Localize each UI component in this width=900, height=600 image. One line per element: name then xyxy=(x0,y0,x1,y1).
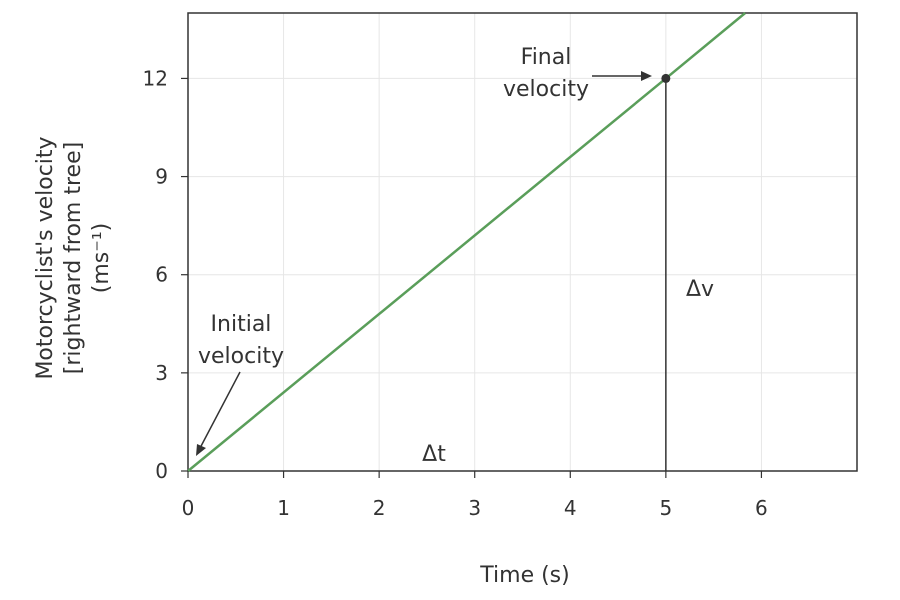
y-axis-title-line3: (ms⁻¹) xyxy=(89,223,114,294)
velocity-line xyxy=(187,12,746,472)
final-velocity-arrow xyxy=(592,71,652,81)
x-axis-title: Time (s) xyxy=(479,563,569,588)
final-velocity-point xyxy=(661,73,671,83)
x-tick-label: 3 xyxy=(468,496,481,520)
y-tick-label: 12 xyxy=(143,66,168,90)
x-tick-label: 6 xyxy=(755,496,768,520)
x-tick-label: 2 xyxy=(373,496,386,520)
initial-velocity-arrow xyxy=(196,371,241,456)
delta-t-label: Δt xyxy=(422,442,446,467)
y-axis-title-line1: Motorcyclist's velocity xyxy=(33,136,58,379)
x-tick-label: 1 xyxy=(277,496,290,520)
y-tick-label: 0 xyxy=(155,459,168,483)
x-tick-label: 0 xyxy=(182,496,195,520)
plot-frame xyxy=(187,12,858,472)
initial-velocity-label-line2: velocity xyxy=(198,344,284,369)
y-tick-label: 9 xyxy=(155,165,168,189)
y-tick-label: 3 xyxy=(155,361,168,385)
y-tick-label: 6 xyxy=(155,263,168,287)
x-tick-label: 4 xyxy=(564,496,577,520)
delta-v-label: Δv xyxy=(686,277,714,302)
series-layer xyxy=(187,12,746,472)
final-velocity-label-line1: Final xyxy=(521,45,572,70)
x-tick-label: 5 xyxy=(659,496,672,520)
initial-velocity-label-line1: Initial xyxy=(211,312,272,337)
y-axis-title-line2: [rightward from tree] xyxy=(61,142,86,374)
final-velocity-label-line2: velocity xyxy=(503,77,589,102)
